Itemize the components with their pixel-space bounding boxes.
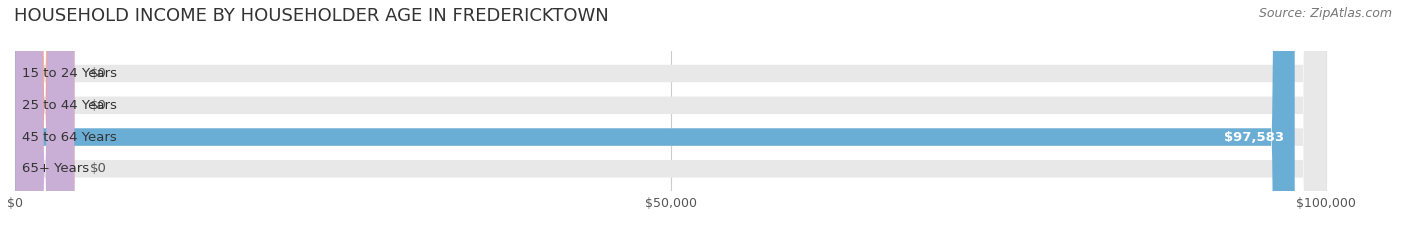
Text: 15 to 24 Years: 15 to 24 Years <box>22 67 117 80</box>
FancyBboxPatch shape <box>15 0 75 233</box>
Text: $97,583: $97,583 <box>1225 130 1284 144</box>
Text: 45 to 64 Years: 45 to 64 Years <box>22 130 117 144</box>
Text: 25 to 44 Years: 25 to 44 Years <box>22 99 117 112</box>
Text: 65+ Years: 65+ Years <box>22 162 89 175</box>
FancyBboxPatch shape <box>15 0 1295 233</box>
Text: Source: ZipAtlas.com: Source: ZipAtlas.com <box>1258 7 1392 20</box>
Text: $0: $0 <box>90 99 107 112</box>
FancyBboxPatch shape <box>15 0 75 233</box>
Text: HOUSEHOLD INCOME BY HOUSEHOLDER AGE IN FREDERICKTOWN: HOUSEHOLD INCOME BY HOUSEHOLDER AGE IN F… <box>14 7 609 25</box>
Text: $0: $0 <box>90 67 107 80</box>
FancyBboxPatch shape <box>15 0 75 233</box>
FancyBboxPatch shape <box>15 0 1326 233</box>
FancyBboxPatch shape <box>15 0 1326 233</box>
FancyBboxPatch shape <box>15 0 1326 233</box>
Text: $0: $0 <box>90 162 107 175</box>
FancyBboxPatch shape <box>15 0 1326 233</box>
